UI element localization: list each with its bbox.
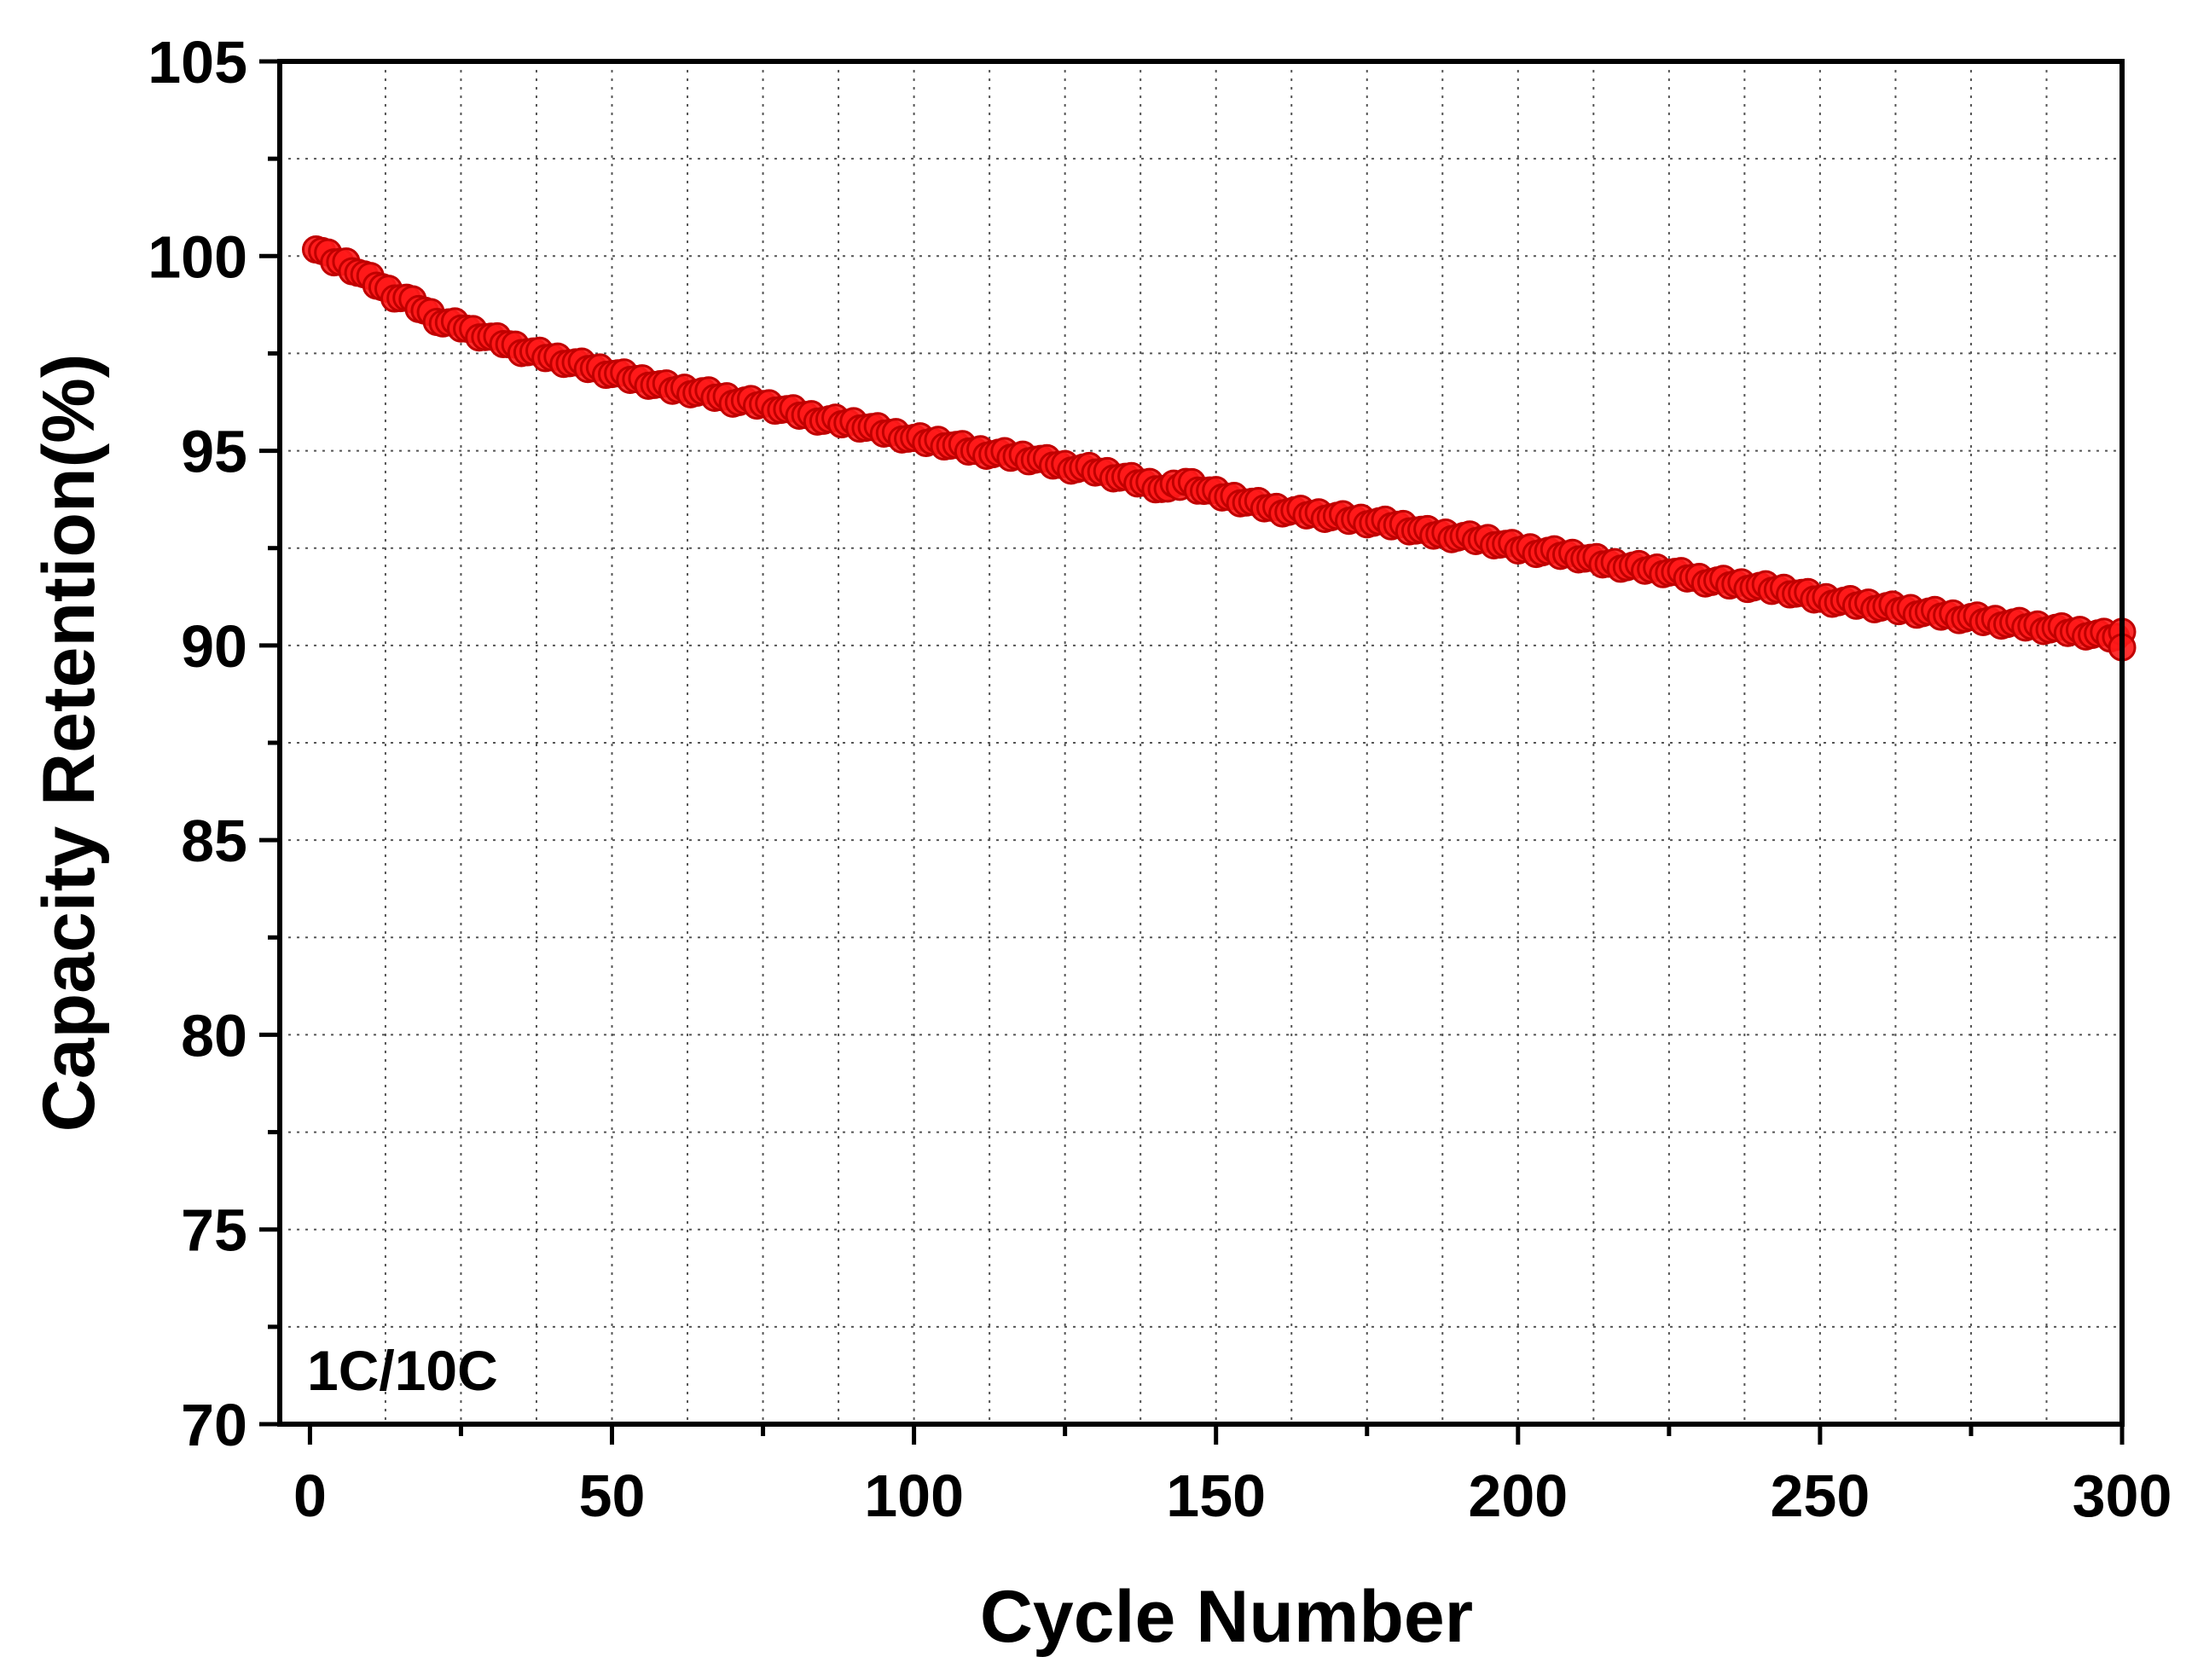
axis-ticks [259, 59, 2125, 1445]
x-tick-label: 0 [293, 1463, 327, 1529]
y-tick-label: 100 [148, 223, 247, 290]
grid [280, 61, 2122, 1424]
y-tick-label: 95 [181, 419, 247, 485]
y-axis-title: Capacity Retention(%) [28, 354, 110, 1133]
x-tick-label: 200 [1468, 1463, 1568, 1529]
y-tick-label: 70 [181, 1392, 247, 1458]
x-tick-label: 300 [2073, 1463, 2172, 1529]
condition-annotation: 1C/10C [307, 1339, 498, 1402]
x-axis-title: Cycle Number [980, 1576, 1473, 1658]
x-tick-label: 250 [1771, 1463, 1870, 1529]
y-tick-label: 85 [181, 808, 247, 874]
y-tick-label: 75 [181, 1197, 247, 1264]
tick-labels: 0 50 100 150 200 250 300 70 75 80 85 90 95 100 105 [148, 29, 2172, 1529]
y-tick-label: 90 [181, 613, 247, 680]
data-series [301, 235, 2137, 662]
x-tick-label: 50 [579, 1463, 646, 1529]
x-tick-label: 150 [1166, 1463, 1266, 1529]
y-tick-label: 105 [148, 29, 247, 96]
y-tick-label: 80 [181, 1002, 247, 1069]
x-tick-label: 100 [864, 1463, 964, 1529]
